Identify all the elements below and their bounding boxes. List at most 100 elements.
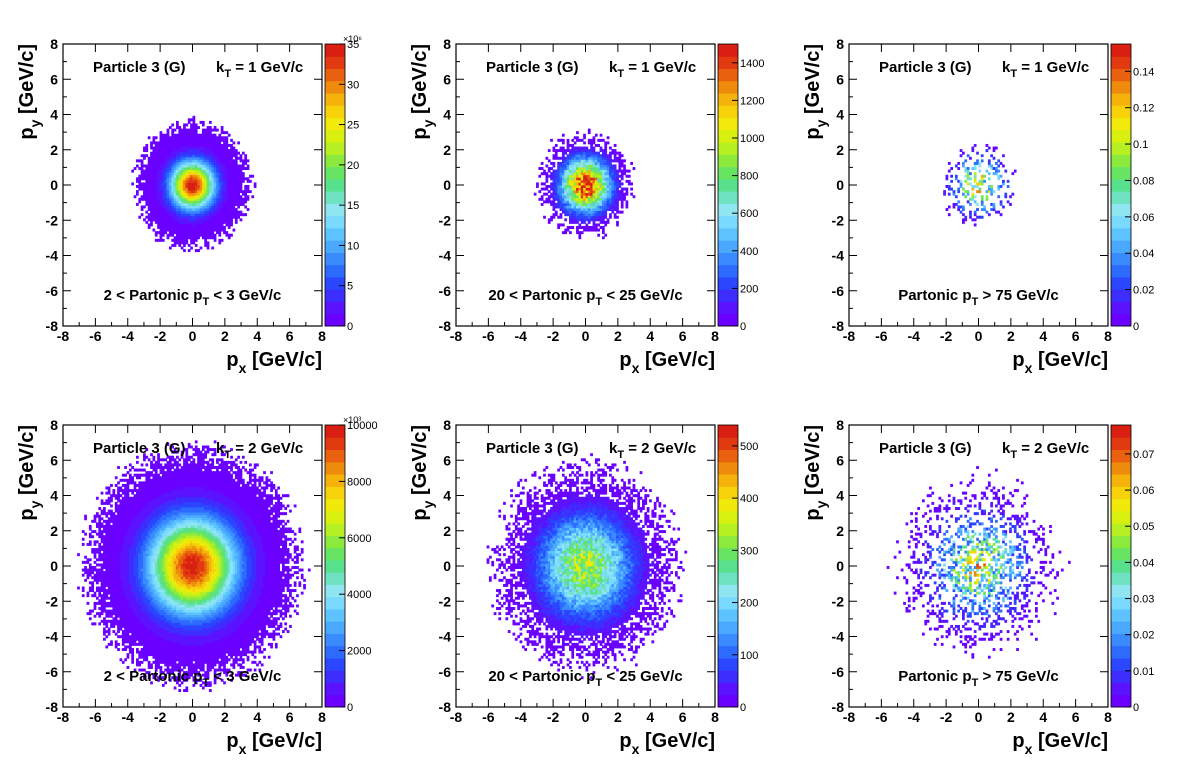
y-tick-label: 8 [836,417,844,433]
z-tick-label: 0 [740,321,746,333]
x-tick-label: 8 [318,709,326,725]
x-axis-label: px​ [GeV/c] [1012,349,1108,376]
x-tick-label: 6 [286,709,294,725]
particle-label: Particle 3 (G) [93,59,186,76]
z-tick-label: 400 [740,493,758,505]
particle-label: Particle 3 (G) [879,59,972,76]
x-tick-label: -2 [154,328,167,344]
y-tick-label: 4 [50,107,58,123]
color-bar [1110,43,1132,327]
y-axis-label: py​ [GeV/c] [802,44,829,140]
x-tick-label: -2 [154,709,167,725]
z-tick-label: 0 [347,321,353,333]
y-tick-label: -4 [46,248,59,264]
y-tick-label: 4 [836,488,844,504]
y-tick-label: 2 [443,142,451,158]
x-tick-label: 2 [614,709,622,725]
x-tick-label: 6 [1072,328,1080,344]
x-axis-label: px​ [GeV/c] [226,730,322,757]
y-tick-label: 4 [443,488,451,504]
z-tick-label: 0.02 [1133,285,1154,297]
z-tick-label: 10000 [347,420,378,432]
particle-label: Particle 3 (G) [879,440,972,457]
y-axis-label: py​ [GeV/c] [802,425,829,521]
y-axis-label: py​ [GeV/c] [16,425,43,521]
particle-label: Particle 3 (G) [93,440,186,457]
x-tick-label: 8 [318,328,326,344]
z-tick-label: 1000 [740,133,764,145]
y-tick-label: -2 [46,212,59,228]
y-tick-label: -6 [832,283,845,299]
heatmap-cells [486,453,688,680]
partonic-pt-label: 2 < Partonic pT​ < 3 GeV/c [104,287,282,308]
y-tick-label: 8 [443,36,451,52]
x-tick-label: 8 [1104,328,1112,344]
z-tick-label: 35 [347,39,359,51]
heatmap-cells [943,143,1017,227]
y-tick-label: 8 [836,36,844,52]
partonic-pt-label: 20 < Partonic pT​ < 25 GeV/c [488,287,682,308]
x-tick-label: 6 [679,709,687,725]
kt-label: kT​ = 2 GeV/c [1002,440,1089,461]
x-tick-label: -4 [515,709,528,725]
x-tick-label: -8 [843,709,856,725]
z-multiplier: ×10⁶ [343,34,362,44]
x-tick-label: -6 [89,709,102,725]
z-tick-label: 10 [347,240,359,252]
y-tick-label: -8 [46,318,59,334]
x-tick-label: 2 [1007,328,1015,344]
color-bar [324,424,346,708]
particle-label: Particle 3 (G) [486,440,579,457]
z-tick-label: 300 [740,545,758,557]
y-tick-label: 6 [50,71,58,87]
particle-label: Particle 3 (G) [486,59,579,76]
x-tick-label: 2 [614,328,622,344]
heatmap-cells [131,115,257,253]
y-tick-label: 0 [443,558,451,574]
x-tick-label: 0 [975,709,983,725]
y-tick-label: 0 [50,558,58,574]
x-tick-label: -6 [89,328,102,344]
x-tick-label: 6 [679,328,687,344]
y-tick-label: 2 [50,142,58,158]
x-tick-label: 0 [189,709,197,725]
z-tick-label: 25 [347,120,359,132]
x-tick-label: -6 [482,328,495,344]
x-tick-label: -8 [843,328,856,344]
z-tick-label: 4000 [347,589,371,601]
x-tick-label: 0 [582,328,590,344]
heatmap-panel-4: -8 -6 -4 -2 0 2 4 6 8 -8 -6 -4 -2 0 2 4 6 8 px​ [GeV/c] py​… [16,415,378,757]
x-tick-label: -2 [547,328,560,344]
y-tick-label: -6 [439,283,452,299]
x-tick-label: -6 [875,709,888,725]
z-tick-label: 1400 [740,58,764,70]
y-tick-label: 0 [836,558,844,574]
x-tick-label: -8 [57,328,70,344]
heatmap-cells [77,440,311,693]
kt-label: kT​ = 2 GeV/c [216,440,303,461]
y-tick-label: 4 [50,488,58,504]
z-tick-label: 2000 [347,646,371,658]
z-tick-label: 0.07 [1133,449,1154,461]
x-tick-label: 4 [1039,328,1047,344]
y-tick-label: -8 [832,318,845,334]
x-tick-label: -4 [122,328,135,344]
y-tick-label: -8 [832,699,845,715]
color-bar [324,43,346,327]
y-tick-label: -4 [439,629,452,645]
y-tick-label: 8 [443,417,451,433]
z-tick-label: 500 [740,441,758,453]
z-tick-label: 30 [347,79,359,91]
y-tick-label: -2 [832,212,845,228]
y-tick-label: 2 [836,142,844,158]
z-tick-label: 5 [347,281,353,293]
z-multiplier: ×10³ [343,415,361,425]
x-tick-label: 8 [711,328,719,344]
z-tick-label: 0 [740,702,746,714]
x-tick-label: 4 [646,709,654,725]
y-tick-label: 4 [836,107,844,123]
x-axis-label: px​ [GeV/c] [1012,730,1108,757]
heatmap-panel-3: -8 -6 -4 -2 0 2 4 6 8 -8 -6 -4 -2 0 2 4 6 8 px​ [GeV/c] py​… [802,36,1154,376]
x-tick-label: -4 [515,328,528,344]
z-tick-label: 100 [740,650,758,662]
